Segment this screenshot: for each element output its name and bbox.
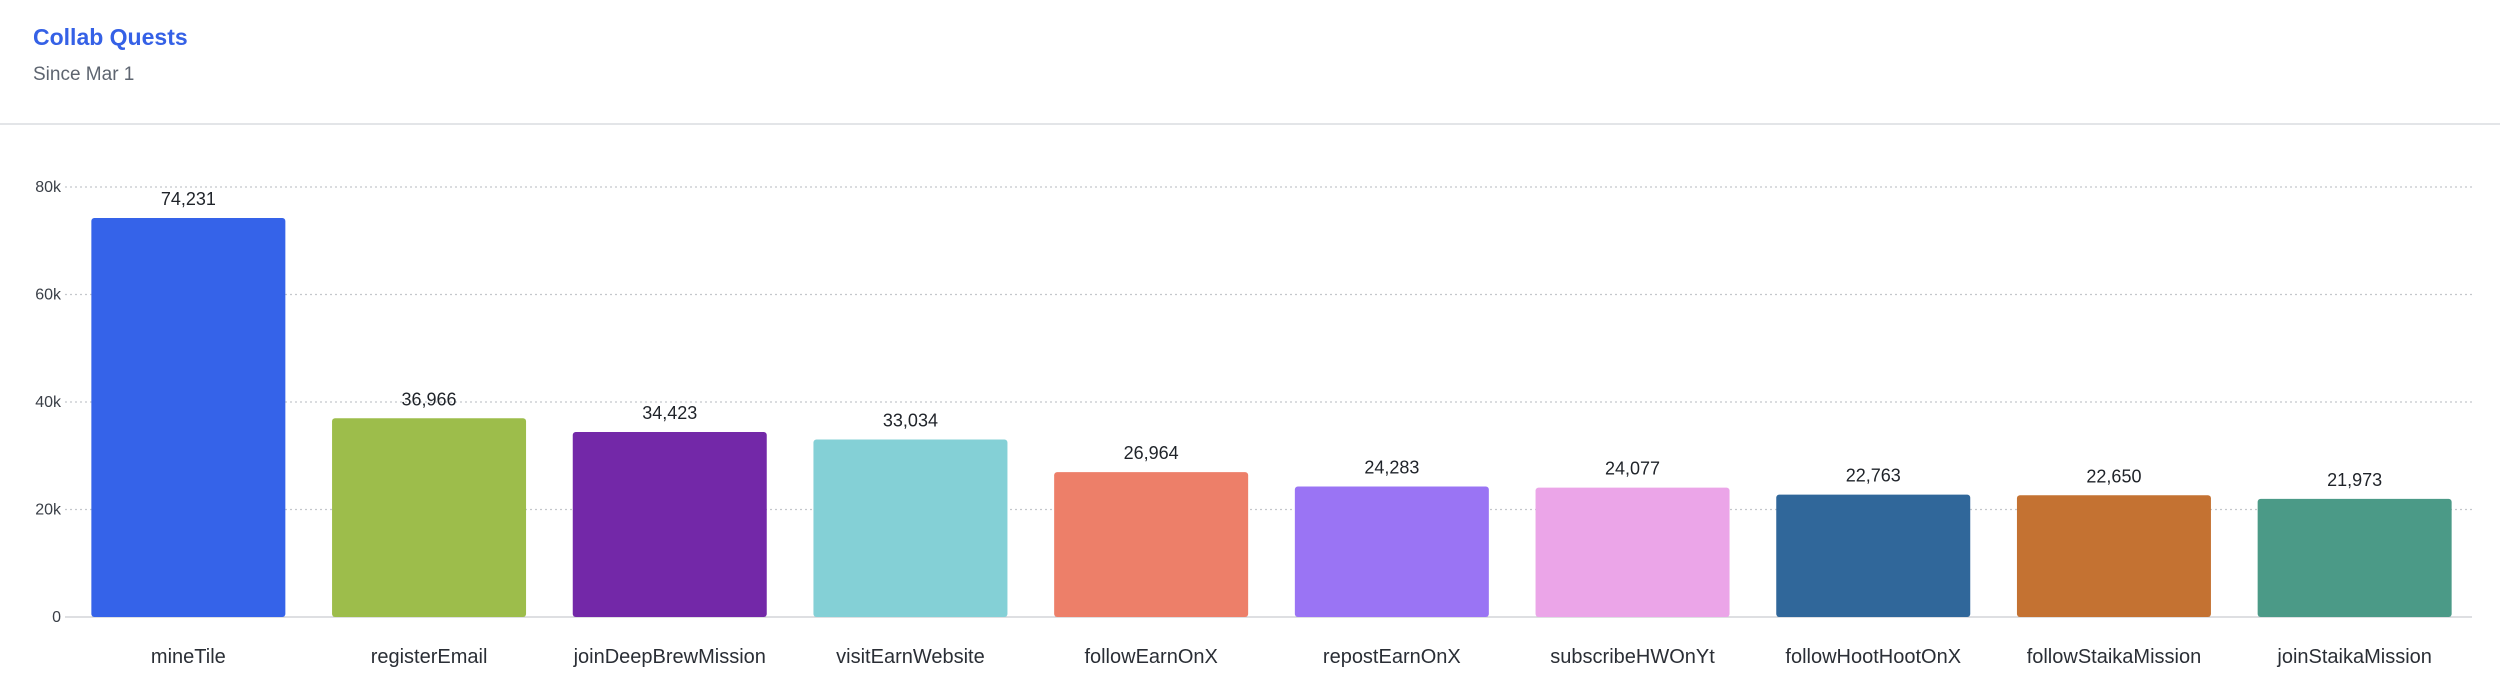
x-axis: mineTile registerEmail joinDeepBrewMission… [151, 646, 2432, 668]
chart-header: Collab Quests Since Mar 1 [0, 0, 2500, 125]
value-label: 24,077 [1605, 459, 1660, 479]
bar-joinStaikaMission[interactable] [2257, 498, 2452, 617]
value-label: 26,964 [1124, 443, 1179, 463]
value-label: 22,650 [2086, 466, 2141, 486]
bar-chart: 0 20k 40k 60k 80k 74,231 36,966 34,423 33,034 26… [35, 179, 2472, 668]
bars [91, 218, 2452, 618]
bar-followEarnOnX[interactable] [1054, 472, 1249, 617]
y-tick-label: 60k [35, 287, 62, 304]
bar-registerEmail[interactable] [332, 418, 527, 617]
chart-subtitle: Since Mar 1 [33, 64, 135, 85]
value-label: 24,283 [1364, 457, 1419, 477]
y-axis: 0 20k 40k 60k 80k [35, 179, 62, 626]
x-tick-label: visitEarnWebsite [836, 646, 985, 668]
x-tick-label: registerEmail [371, 646, 488, 668]
bar-followHootHootOnX[interactable] [1776, 494, 1971, 617]
bar-subscribeHWOnYt[interactable] [1535, 487, 1730, 617]
x-tick-label: followStaikaMission [2027, 646, 2202, 668]
value-label: 21,973 [2327, 470, 2382, 490]
bar-repostEarnOnX[interactable] [1294, 486, 1489, 617]
x-tick-label: mineTile [151, 646, 226, 668]
value-labels: 74,231 36,966 34,423 33,034 26,964 24,283 24,0… [161, 189, 2382, 490]
bar-mineTile[interactable] [91, 218, 286, 618]
y-tick-label: 20k [35, 502, 62, 519]
y-tick-label: 0 [52, 609, 61, 626]
x-tick-label: repostEarnOnX [1323, 646, 1461, 668]
x-tick-label: followEarnOnX [1084, 646, 1217, 668]
x-tick-label: followHootHootOnX [1785, 646, 1961, 668]
bar-visitEarnWebsite[interactable] [813, 439, 1008, 617]
value-label: 22,763 [1846, 466, 1901, 486]
x-tick-label: joinDeepBrewMission [573, 646, 766, 668]
value-label: 74,231 [161, 189, 216, 209]
bar-joinDeepBrewMission[interactable] [572, 431, 767, 617]
y-tick-label: 80k [35, 179, 62, 196]
bar-followStaikaMission[interactable] [2016, 495, 2211, 617]
y-tick-label: 40k [35, 394, 62, 411]
x-tick-label: subscribeHWOnYt [1550, 646, 1715, 668]
x-tick-label: joinStaikaMission [2276, 646, 2432, 668]
value-label: 34,423 [642, 403, 697, 423]
value-label: 33,034 [883, 410, 938, 430]
chart-title[interactable]: Collab Quests [33, 24, 188, 50]
value-label: 36,966 [402, 389, 457, 409]
